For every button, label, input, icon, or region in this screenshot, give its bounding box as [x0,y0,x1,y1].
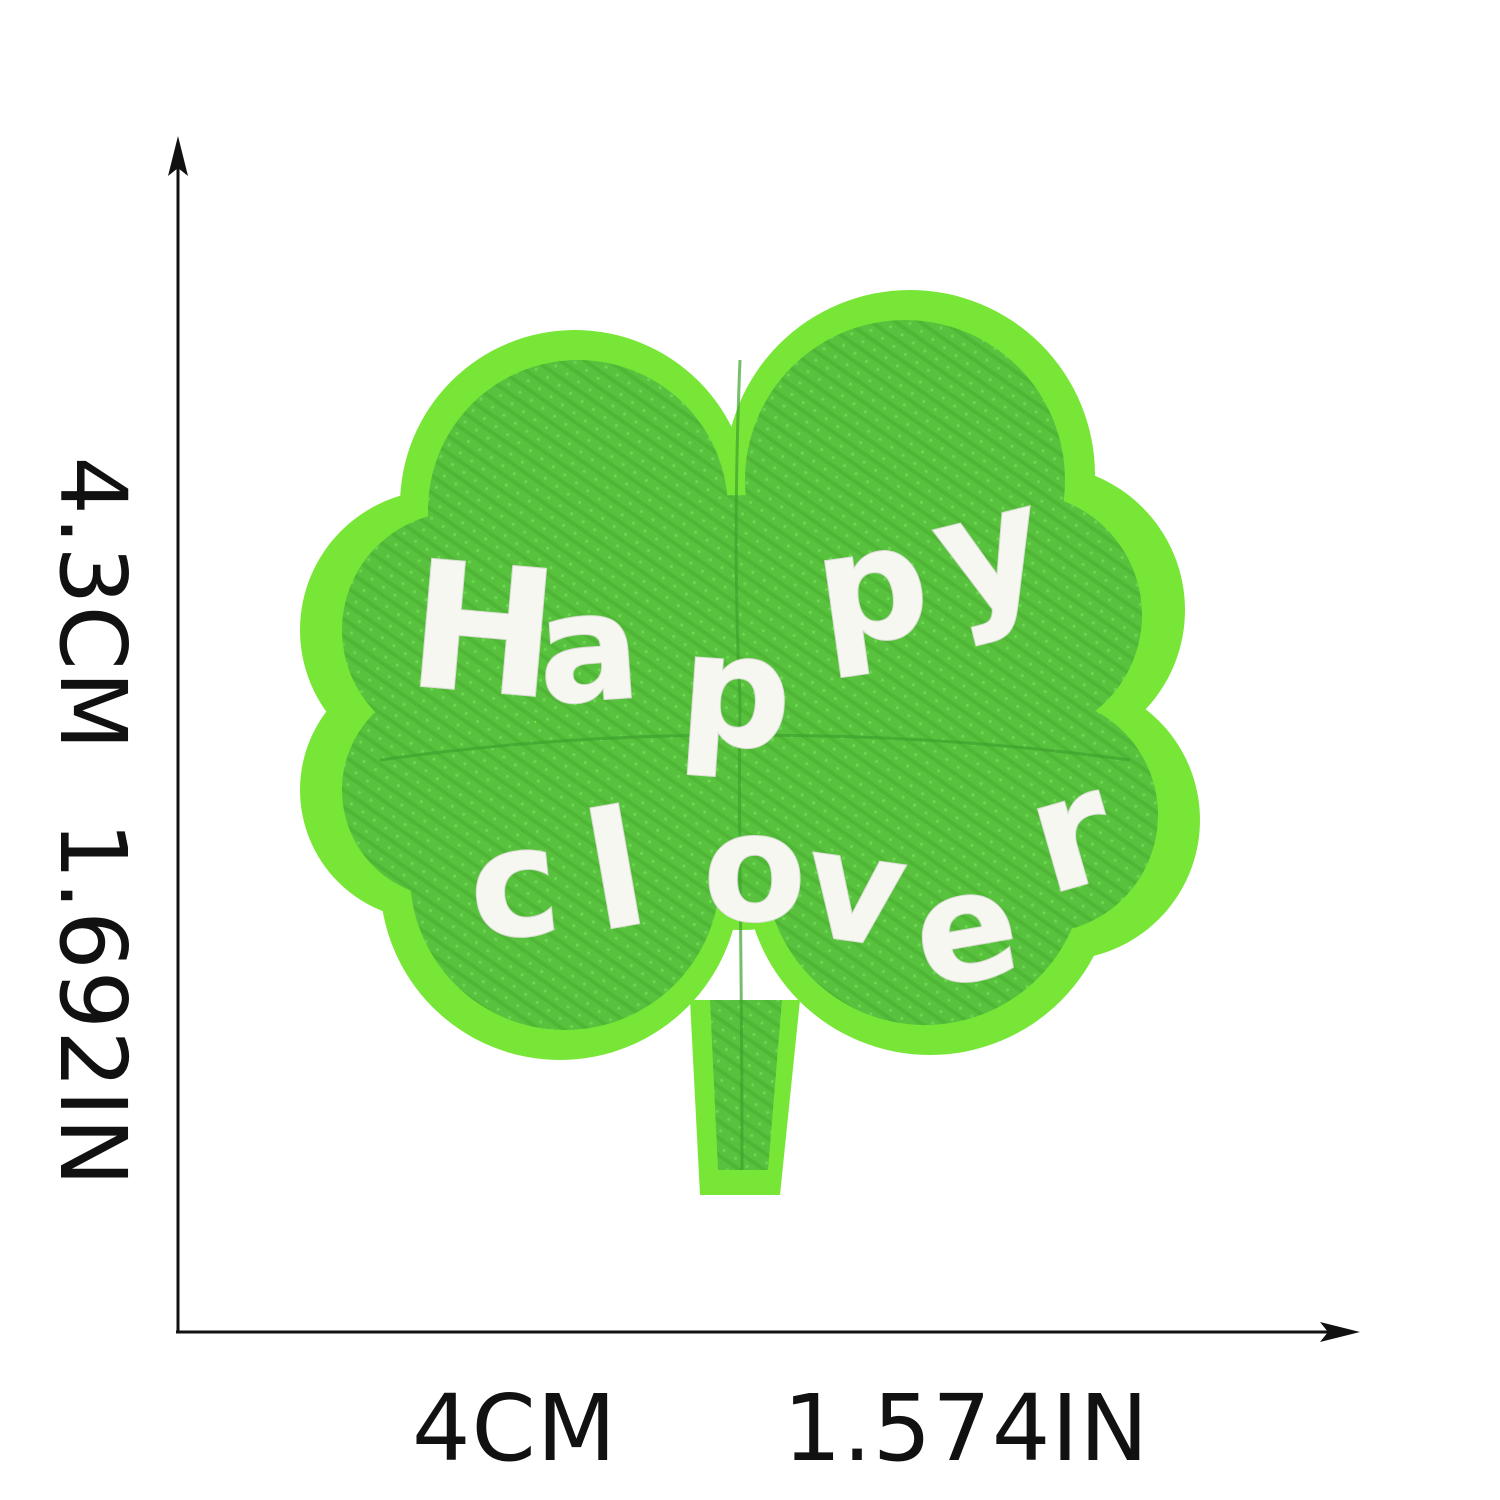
letter-v: v [795,797,916,983]
letter-c: c [461,793,568,975]
letter-H: H [401,524,565,739]
letter-a: a [532,559,645,740]
height-cm-label: 4.3CM [39,456,146,752]
arrow-up-icon [168,136,188,176]
letter-p-upper: p [804,489,939,684]
patch-lettering: H a p p y c l o v e r [400,445,1133,1024]
width-cm-label: 4CM [412,1375,618,1482]
letter-p-lower: p [674,597,797,785]
arrow-right-icon [1320,1322,1360,1342]
leaf-seams [379,359,1131,1171]
height-in-label: 1.692IN [39,821,146,1188]
clover-patch: H a p p y c l o v e r [300,290,1200,1195]
height-dimension-labels: 4.3CM 1.692IN [39,456,146,1188]
width-in-label: 1.574IN [783,1375,1150,1482]
letter-o: o [703,782,806,956]
